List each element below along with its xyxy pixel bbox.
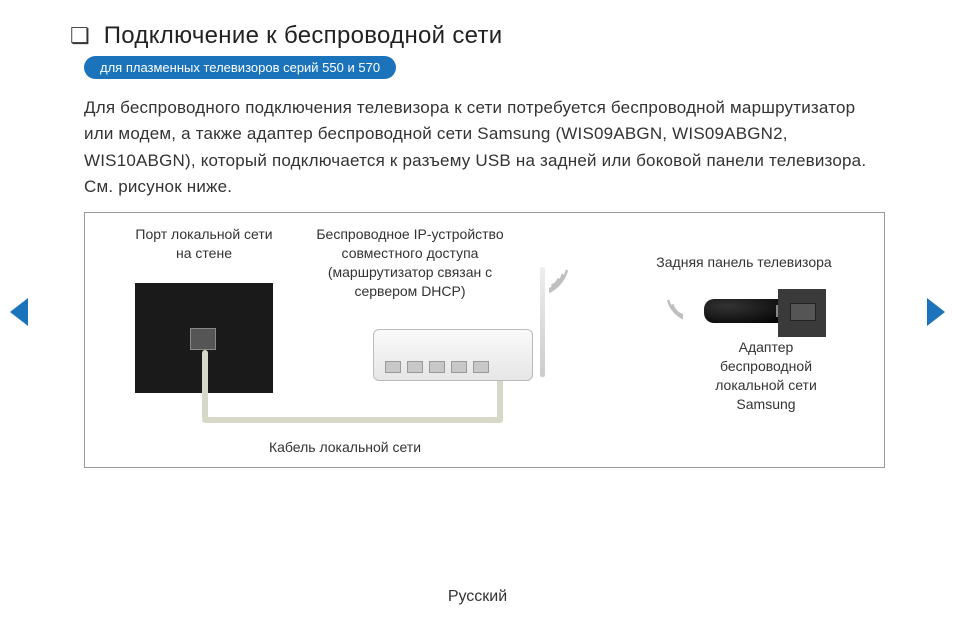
footer-language: Русский: [0, 588, 955, 606]
connection-diagram: Порт локальной сети на стене Беспроводно…: [84, 212, 885, 468]
cable-segment: [497, 379, 503, 423]
wall-jack-graphic: [190, 328, 216, 350]
label-router-line2: (маршрутизатор связан с сервером DHCP): [328, 264, 492, 299]
label-lan-cable: Кабель локальной сети: [245, 438, 445, 457]
router-graphic: [373, 329, 533, 381]
nav-prev-button[interactable]: [10, 298, 28, 326]
label-tv-panel: Задняя панель телевизора: [634, 253, 854, 272]
label-router-line1: Беспроводное IP-устройство совместного д…: [316, 226, 503, 261]
wifi-waves-icon: [645, 291, 683, 329]
page-title: Подключение к беспроводной сети: [104, 22, 503, 50]
body-paragraph: Для беспроводного подключения телевизора…: [84, 95, 885, 200]
router-ports-graphic: [385, 361, 489, 373]
tv-usb-port-graphic: [790, 303, 816, 321]
wifi-waves-icon: [549, 259, 595, 305]
label-wall-port: Порт локальной сети на стене: [129, 225, 279, 263]
router-antenna-graphic: [540, 267, 545, 377]
nav-next-button[interactable]: [927, 298, 945, 326]
label-adapter: Адаптер беспроводной локальной сети Sams…: [696, 338, 836, 414]
cable-segment: [202, 417, 502, 423]
section-bullet-icon: ❏: [70, 23, 90, 49]
cable-segment: [202, 350, 208, 420]
usb-adapter-graphic: [704, 299, 784, 323]
model-badge: для плазменных телевизоров серий 550 и 5…: [84, 56, 396, 79]
label-router: Беспроводное IP-устройство совместного д…: [295, 225, 525, 301]
